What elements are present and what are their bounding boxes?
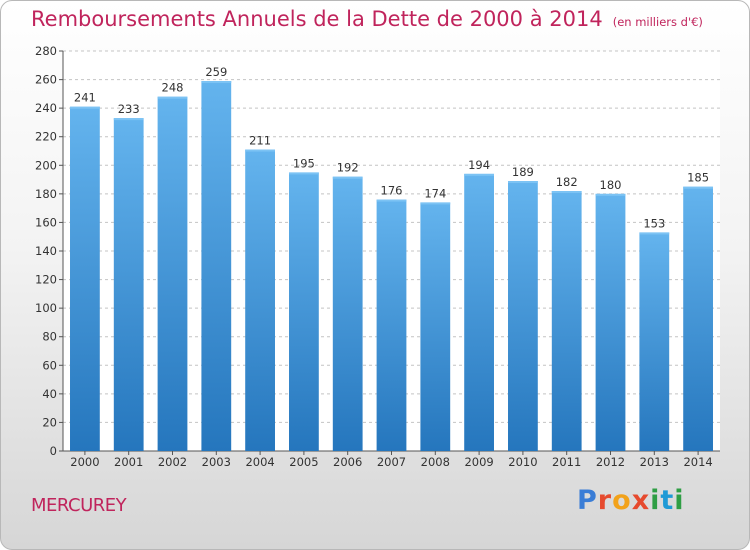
y-tick-label: 260: [35, 73, 57, 87]
x-tick-label-2002: 2002: [158, 455, 187, 469]
data-label-2011: 182: [556, 175, 578, 189]
data-label-2003: 259: [205, 65, 227, 79]
y-tick-label: 200: [35, 158, 57, 172]
x-tick-label-2011: 2011: [552, 455, 581, 469]
bar-highlight: [157, 96, 188, 99]
bar-2001: [113, 118, 144, 452]
axes: 0 20 40 60 80 100 120 140 160 180 200 220 240 260 280 2…: [35, 44, 720, 469]
data-label-2008: 174: [424, 186, 446, 200]
y-tick-label: 60: [42, 358, 57, 372]
data-label-2004: 211: [249, 134, 271, 148]
y-tick-label: 240: [35, 101, 57, 115]
x-tick-label-2005: 2005: [289, 455, 318, 469]
data-label-2006: 192: [337, 161, 359, 175]
bar-2000: [70, 106, 100, 451]
data-label-2001: 233: [118, 102, 140, 116]
x-tick-label-2009: 2009: [464, 455, 493, 469]
chart-title: Remboursements Annuels de la Dette de 20…: [31, 7, 703, 31]
data-label-2009: 194: [468, 158, 490, 172]
bar-2010: [508, 181, 538, 451]
bar-2012: [595, 193, 626, 451]
y-tick-label: 0: [50, 444, 57, 458]
data-labels: 241 233 248 259 211 195 192 176 174 194 189 182 180 1…: [74, 65, 709, 230]
x-tick-label-2003: 2003: [202, 455, 231, 469]
x-tick-label-2004: 2004: [245, 455, 274, 469]
y-tick-label: 80: [42, 330, 57, 344]
data-label-2002: 248: [162, 81, 184, 95]
bar-highlight: [639, 232, 670, 235]
bar-2013: [639, 232, 670, 451]
bar-2014: [683, 186, 713, 451]
data-label-2007: 176: [381, 184, 403, 198]
x-tick-label-2010: 2010: [508, 455, 537, 469]
bar-highlight: [113, 118, 144, 121]
bar-2006: [332, 176, 363, 451]
bar-highlight: [551, 191, 582, 193]
bar-2008: [420, 202, 451, 451]
bar-highlight: [376, 199, 407, 202]
data-label-2005: 195: [293, 156, 315, 170]
y-tick-label: 280: [35, 44, 57, 58]
bar-highlight: [464, 173, 494, 176]
x-tick-label-2014: 2014: [683, 455, 712, 469]
x-tick-label-2008: 2008: [421, 455, 450, 469]
bar-highlight: [595, 193, 626, 196]
y-tick-label: 160: [35, 215, 57, 229]
chart-unit: (en milliers d'€): [612, 15, 703, 29]
bar-highlight: [420, 202, 451, 205]
proxiti-logo: Proxiti: [577, 485, 685, 516]
bar-highlight: [332, 176, 363, 179]
bar-highlight: [70, 106, 100, 109]
y-tick-label: 220: [35, 130, 57, 144]
data-label-2012: 180: [600, 178, 622, 192]
bar-highlight: [245, 149, 275, 152]
y-tick-label: 40: [42, 387, 57, 401]
bar-2004: [245, 149, 275, 452]
x-tick-label-2001: 2001: [114, 455, 143, 469]
y-tick-label: 180: [35, 187, 57, 201]
y-tick-label: 140: [35, 244, 57, 258]
x-tick-label-2000: 2000: [70, 455, 99, 469]
y-tick-label: 120: [35, 273, 57, 287]
town-name: MERCUREY: [31, 495, 127, 516]
bar-highlight: [201, 81, 232, 83]
x-tick-label-2012: 2012: [596, 455, 625, 469]
data-label-2010: 189: [512, 165, 534, 179]
y-tick-label: 100: [35, 301, 57, 315]
chart-title-text: Remboursements Annuels de la Dette de 20…: [31, 7, 603, 31]
bar-highlight: [683, 186, 713, 189]
data-label-2013: 153: [643, 216, 665, 230]
bar-highlight: [289, 172, 319, 175]
bar-2009: [464, 173, 494, 451]
bar-2002: [157, 96, 188, 451]
data-label-2014: 185: [687, 171, 709, 185]
x-tick-label-2013: 2013: [640, 455, 669, 469]
bar-2011: [551, 191, 582, 451]
x-tick-label-2006: 2006: [333, 455, 362, 469]
bar-2003: [201, 81, 232, 451]
bar-highlight: [508, 181, 538, 183]
y-tick-label: 20: [42, 415, 57, 429]
data-label-2000: 241: [74, 91, 96, 105]
x-tick-label-2007: 2007: [377, 455, 406, 469]
bar-2007: [376, 199, 407, 451]
bars: [70, 81, 713, 452]
bar-2005: [289, 172, 319, 451]
